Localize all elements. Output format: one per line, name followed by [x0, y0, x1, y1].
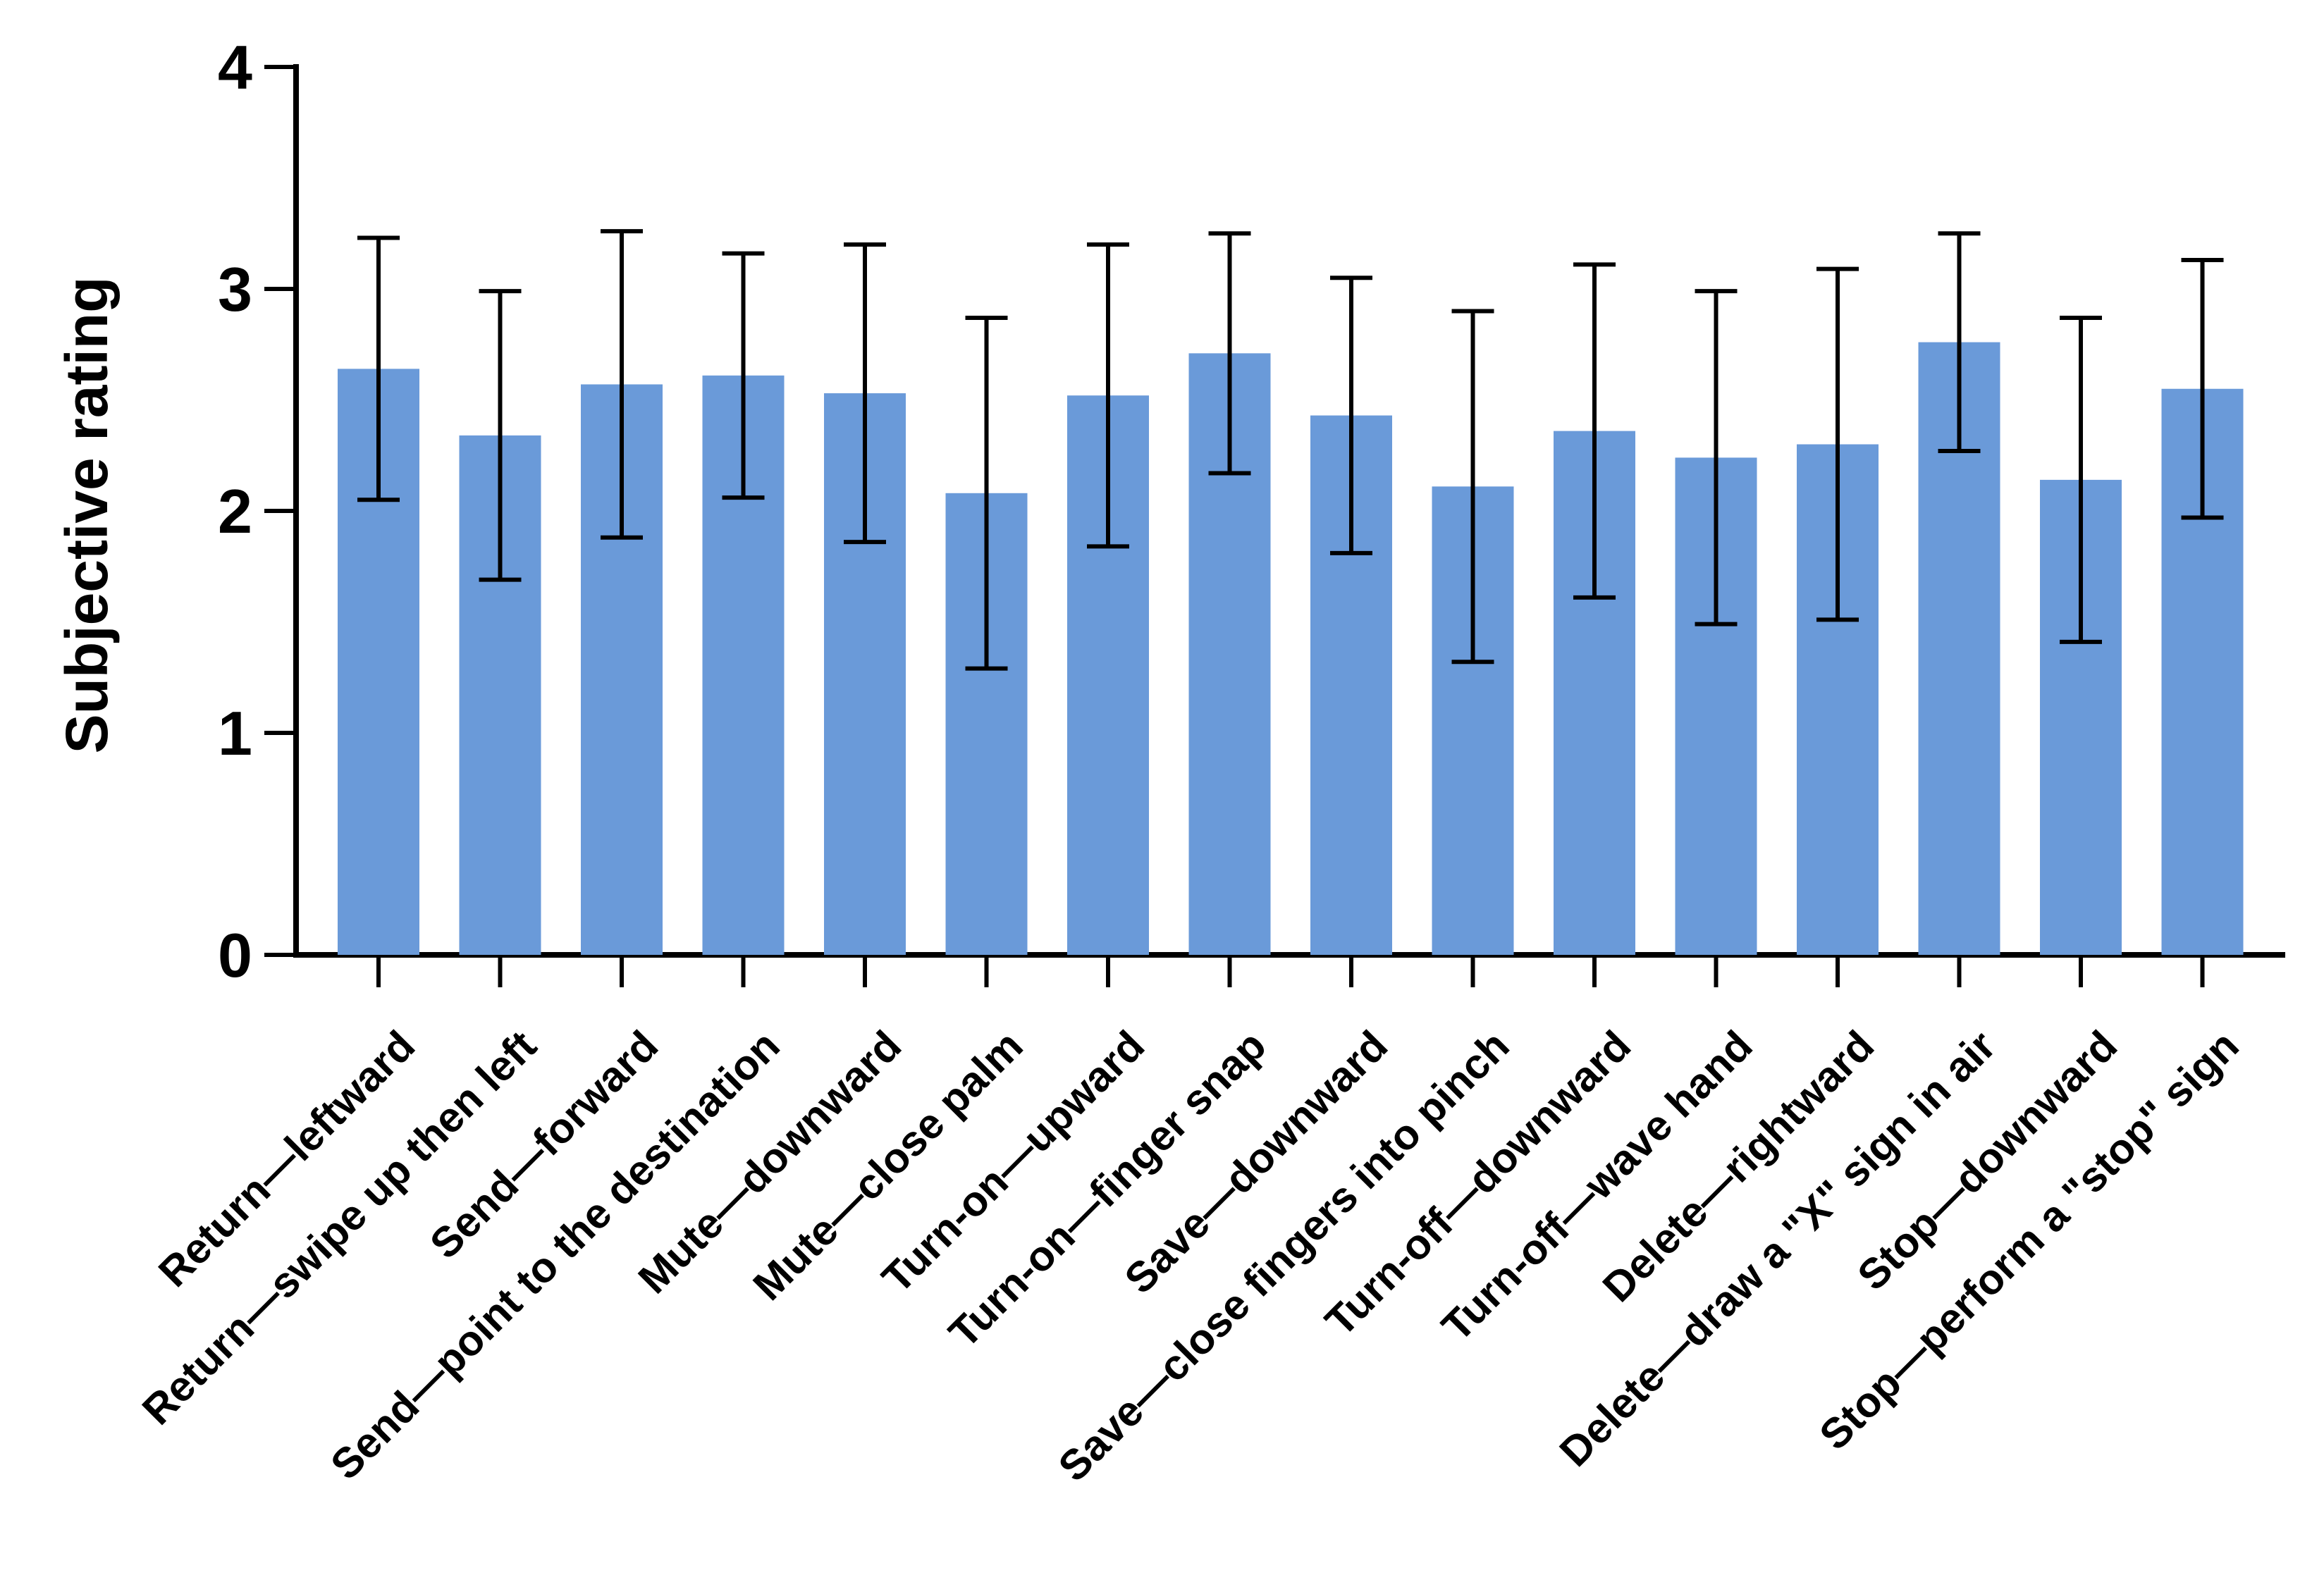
x-tick-label: Save—close fingers into pinch	[1050, 1022, 1518, 1490]
y-tick-label: 1	[218, 698, 252, 768]
y-tick-label: 0	[218, 920, 252, 990]
y-tick-label: 2	[218, 476, 252, 546]
y-tick-label: 4	[218, 32, 252, 102]
y-tick-label: 3	[218, 254, 252, 324]
y-axis-title: Subjective rating	[54, 277, 120, 754]
x-tick-label: Send—point to the destination	[321, 1022, 789, 1489]
x-tick-label: Send—forward	[421, 1022, 667, 1268]
x-tick-label: Delete—draw a "X" sign in air	[1551, 1022, 2005, 1476]
